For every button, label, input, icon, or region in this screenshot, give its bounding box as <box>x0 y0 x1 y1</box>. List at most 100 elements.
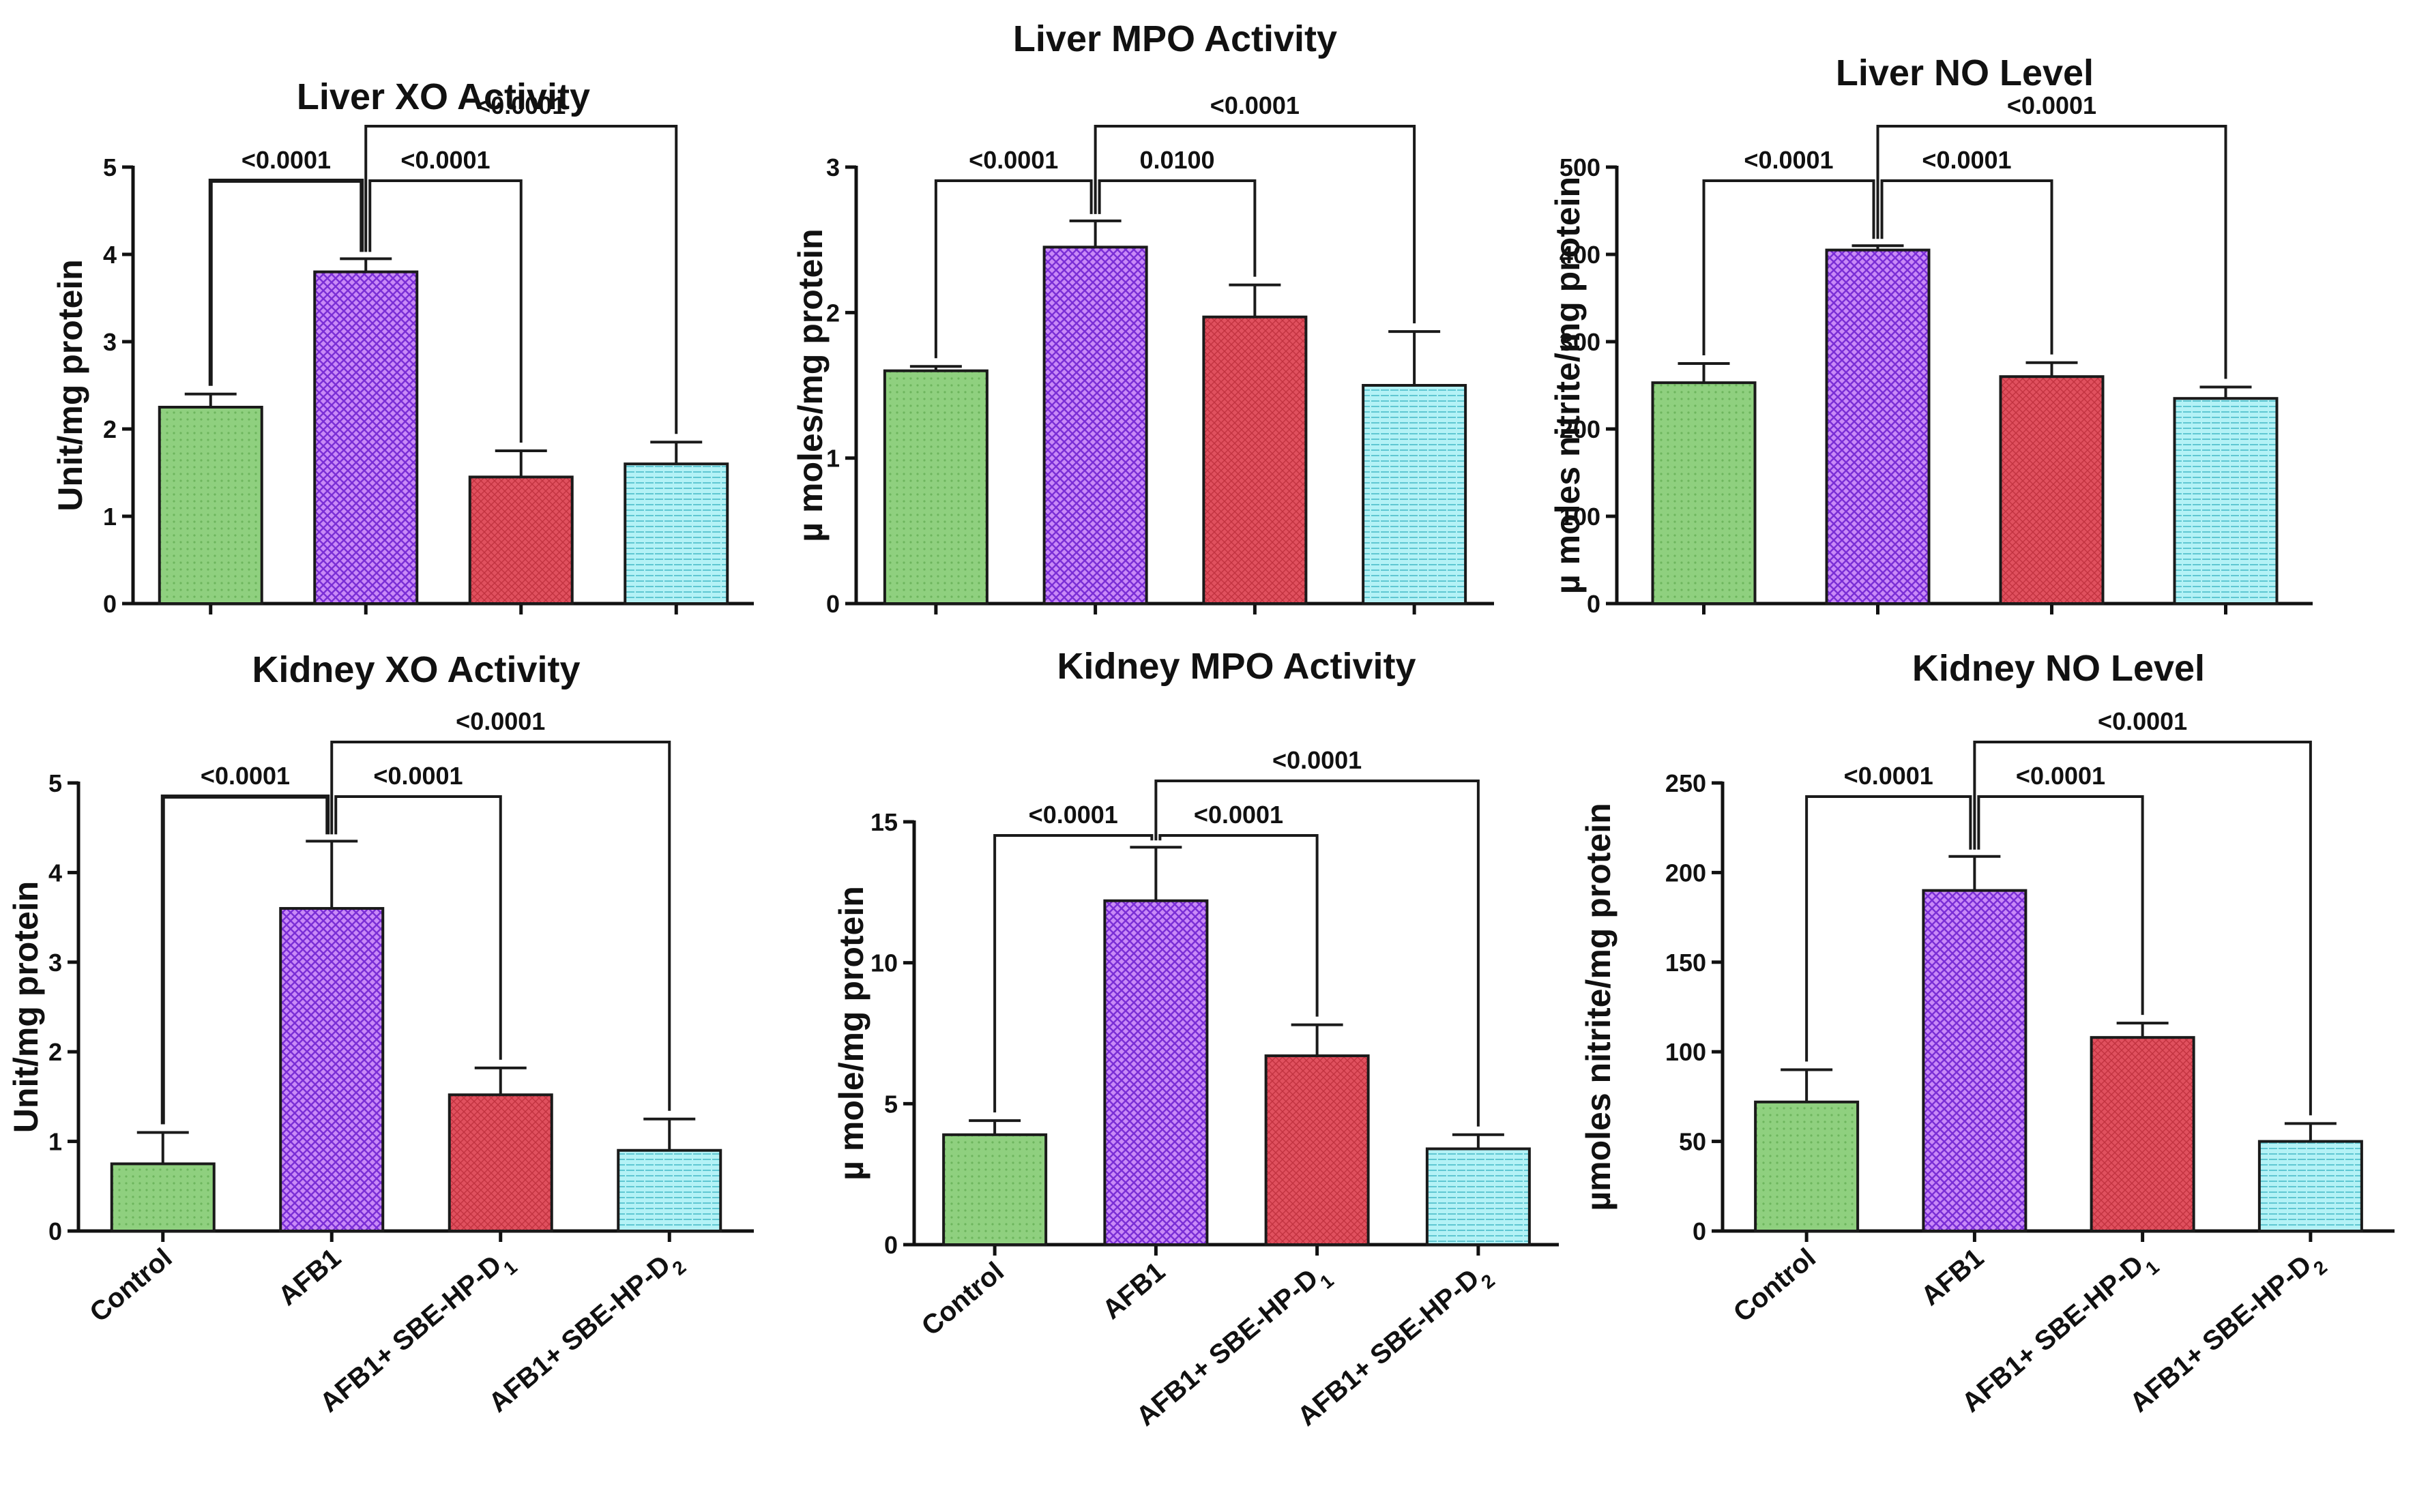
y-tick-label: 4 <box>48 859 62 887</box>
y-tick-label: 50 <box>1679 1128 1706 1156</box>
significance-bracket <box>1805 795 1972 1062</box>
y-axis-label: µ moles nitrite/mg protein <box>1549 177 1587 594</box>
p-value-label: <0.0001 <box>969 146 1058 174</box>
significance-bracket <box>1702 179 1875 355</box>
y-tick-label: 200 <box>1665 859 1706 887</box>
p-value-label: <0.0001 <box>241 146 331 174</box>
bar-control <box>883 369 989 606</box>
p-value-label: <0.0001 <box>2007 91 2096 119</box>
y-tick-label: 400 <box>1560 241 1600 269</box>
chart-title: Liver XO Activity <box>297 76 590 117</box>
chart-panel-2: Liver MPO Activity µ moles/mg protein 0 1 2 3… <box>791 18 1494 618</box>
bar-control <box>1651 381 1757 605</box>
bar-afb1-sbe-hp-d2 <box>1425 1147 1531 1247</box>
significance-bracket <box>364 125 678 434</box>
significance-bracket <box>208 179 364 386</box>
p-value-label: <0.0001 <box>201 762 290 790</box>
y-tick-label: 3 <box>103 328 117 356</box>
y-tick-label: 0 <box>103 590 117 618</box>
bar-afb1-sbe-hp-d1 <box>2090 1036 2195 1233</box>
p-value-label: <0.0001 <box>476 91 566 119</box>
significance-bracket <box>1098 179 1257 277</box>
p-value-label: <0.0001 <box>1922 146 2011 174</box>
chart-title: Kidney NO Level <box>1912 648 2205 689</box>
bar-afb1 <box>1042 246 1148 606</box>
significance-bracket <box>993 834 1154 1113</box>
chart-title: Kidney MPO Activity <box>1057 646 1416 687</box>
significance-bracket <box>334 795 502 1060</box>
p-value-label: <0.0001 <box>1194 801 1283 829</box>
y-tick-label: 100 <box>1665 1038 1706 1066</box>
bar-afb1 <box>279 906 385 1232</box>
significance-bracket <box>1973 741 2312 1116</box>
significance-bracket <box>330 741 671 1111</box>
y-tick-label: 2 <box>826 299 840 327</box>
y-tick-label: 150 <box>1665 949 1706 977</box>
chart-panel-4: Kidney XO Activity Unit/mg protein 0 1 2 3 4 5 C… <box>7 649 754 1425</box>
y-axis-label: µ moles/mg protein <box>791 228 830 542</box>
y-tick-label: 0 <box>884 1231 898 1259</box>
chart-title: Liver MPO Activity <box>1013 18 1337 59</box>
y-tick-label: 2 <box>103 415 117 443</box>
significance-bracket <box>934 179 1093 359</box>
bar-control <box>942 1133 1048 1247</box>
cat-label-control: Control <box>84 1243 177 1328</box>
bar-control <box>158 406 263 605</box>
bar-afb1 <box>1922 889 2028 1233</box>
y-tick-label: 300 <box>1560 328 1600 356</box>
bar-afb1-sbe-hp-d2 <box>624 462 729 606</box>
bar-afb1-sbe-hp-d1 <box>1999 375 2105 605</box>
y-axis-label: µmoles nitrite/mg protein <box>1579 803 1618 1211</box>
y-axis-label: Unit/mg protein <box>51 259 89 511</box>
significance-bracket <box>1154 780 1480 1127</box>
y-tick-label: 1 <box>48 1128 62 1156</box>
y-tick-label: 0 <box>48 1217 62 1245</box>
bar-afb1-sbe-hp-d2 <box>1362 384 1467 605</box>
bar-afb1 <box>313 270 419 605</box>
y-tick-label: 3 <box>826 153 840 181</box>
p-value-label: <0.0001 <box>1029 801 1118 829</box>
p-value-label: 0.0100 <box>1139 146 1214 174</box>
bar-afb1-sbe-hp-d1 <box>448 1093 553 1232</box>
significance-bracket <box>368 179 523 443</box>
y-tick-label: 0 <box>826 590 840 618</box>
chart-title: Liver NO Level <box>1836 53 2094 93</box>
significance-bracket <box>1977 795 2144 1016</box>
bar-afb1-sbe-hp-d1 <box>468 475 574 606</box>
y-tick-label: 0 <box>1587 590 1600 618</box>
y-axis-label: µ mole/mg protein <box>832 886 870 1181</box>
chart-panel-5: Kidney MPO Activity µ mole/mg protein 0 5 10… <box>832 646 1559 1438</box>
chart-panel-3: Liver NO Level µ moles nitrite/mg protein… <box>1549 53 2313 618</box>
y-tick-label: 1 <box>826 445 840 473</box>
bar-afb1-sbe-hp-d1 <box>1202 315 1308 605</box>
significance-bracket <box>1094 125 1416 324</box>
bar-control <box>1754 1100 1860 1233</box>
bar-afb1-sbe-hp-d2 <box>2173 397 2279 605</box>
chart-panel-6: Kidney NO Level µmoles nitrite/mg protein… <box>1579 648 2395 1425</box>
cat-label-control: Control <box>1728 1243 1821 1328</box>
p-value-label: <0.0001 <box>1844 762 1933 790</box>
y-axis-label: Unit/mg protein <box>7 881 45 1133</box>
significance-bracket <box>1880 179 2053 355</box>
bar-afb1-sbe-hp-d2 <box>2257 1140 2363 1232</box>
bar-control <box>110 1162 216 1232</box>
y-tick-label: 2 <box>48 1038 62 1066</box>
y-tick-label: 100 <box>1560 503 1600 531</box>
cat-label-afb1: AFB1 <box>1916 1243 1989 1311</box>
y-tick-label: 5 <box>48 769 62 797</box>
p-value-label: <0.0001 <box>1210 91 1300 119</box>
p-value-label: <0.0001 <box>1744 146 1833 174</box>
y-tick-label: 15 <box>870 808 898 836</box>
y-tick-label: 5 <box>884 1090 898 1118</box>
bar-afb1 <box>1103 899 1209 1246</box>
y-tick-label: 500 <box>1560 153 1600 181</box>
p-value-label: <0.0001 <box>456 707 545 735</box>
y-tick-label: 1 <box>103 503 117 531</box>
p-value-label: <0.0001 <box>2098 707 2187 735</box>
p-value-label: <0.0001 <box>2016 762 2105 790</box>
bar-afb1-sbe-hp-d2 <box>617 1148 722 1232</box>
chart-title: Kidney XO Activity <box>252 649 580 690</box>
significance-bracket <box>160 795 330 1125</box>
significance-bracket <box>1876 125 2227 379</box>
